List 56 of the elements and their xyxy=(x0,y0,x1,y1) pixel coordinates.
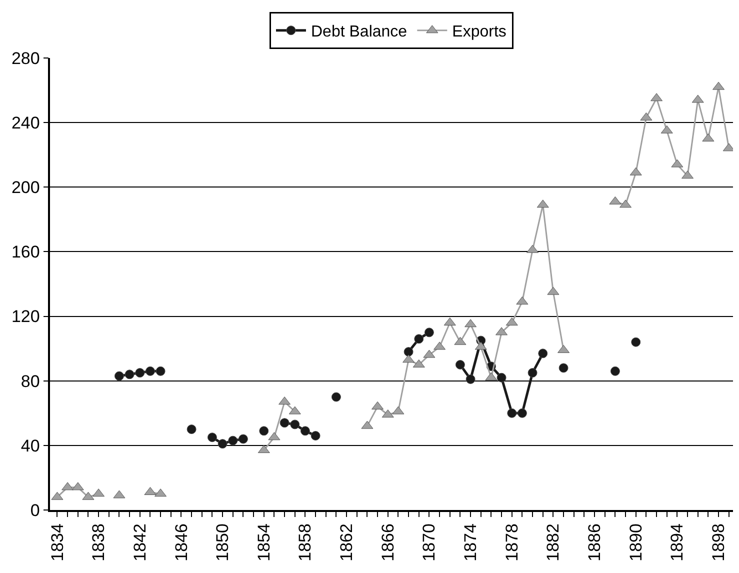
point xyxy=(280,418,290,428)
point xyxy=(290,420,300,430)
x-tick-label: 1846 xyxy=(172,524,191,562)
point xyxy=(404,347,414,357)
x-tick-label: 1886 xyxy=(585,524,604,562)
y-tick-label: 40 xyxy=(20,436,40,456)
y-tick-label: 280 xyxy=(11,48,40,68)
x-tick-label: 1870 xyxy=(420,524,439,562)
x-tick-label: 1882 xyxy=(544,524,563,562)
x-tick-label: 1890 xyxy=(626,524,646,562)
x-tick-label: 1854 xyxy=(254,524,274,562)
point xyxy=(455,360,465,370)
y-tick-label: 160 xyxy=(11,242,40,262)
point xyxy=(631,337,641,347)
x-tick-label: 1874 xyxy=(461,524,480,562)
point xyxy=(558,363,568,373)
point xyxy=(331,392,341,402)
point xyxy=(507,408,517,418)
x-tick-label: 1850 xyxy=(213,524,232,562)
point xyxy=(218,439,228,449)
point xyxy=(145,366,155,376)
point xyxy=(496,372,506,382)
point xyxy=(238,434,248,444)
x-tick-label: 1862 xyxy=(337,524,356,562)
point xyxy=(207,432,217,442)
legend-label: Exports xyxy=(452,24,506,41)
point xyxy=(528,368,538,378)
legend-label: Debt Balance xyxy=(311,24,408,41)
point xyxy=(156,366,166,376)
x-tick-label: 1838 xyxy=(89,524,108,562)
point xyxy=(610,366,620,376)
point xyxy=(186,424,196,434)
point xyxy=(124,370,134,380)
x-tick-label: 1878 xyxy=(502,524,522,562)
x-tick-label: 1834 xyxy=(48,524,67,562)
point xyxy=(259,426,269,436)
point xyxy=(517,408,527,418)
x-tick-label: 1894 xyxy=(668,524,687,562)
x-tick-label: 1842 xyxy=(130,524,150,562)
point xyxy=(228,436,238,446)
point xyxy=(424,328,434,338)
y-tick-label: 120 xyxy=(11,307,40,326)
x-tick-label: 1898 xyxy=(709,524,728,562)
x-tick-label: 1858 xyxy=(296,524,315,562)
point xyxy=(135,368,145,378)
point xyxy=(310,430,320,440)
y-tick-label: 80 xyxy=(20,372,40,391)
point xyxy=(538,348,548,358)
x-tick-label: 1866 xyxy=(378,524,398,562)
y-tick-label: 0 xyxy=(30,500,40,520)
point xyxy=(300,426,310,436)
point xyxy=(114,371,124,381)
point xyxy=(466,374,476,384)
y-tick-label: 240 xyxy=(11,114,40,133)
point xyxy=(414,334,424,344)
y-tick-label: 200 xyxy=(11,178,40,198)
